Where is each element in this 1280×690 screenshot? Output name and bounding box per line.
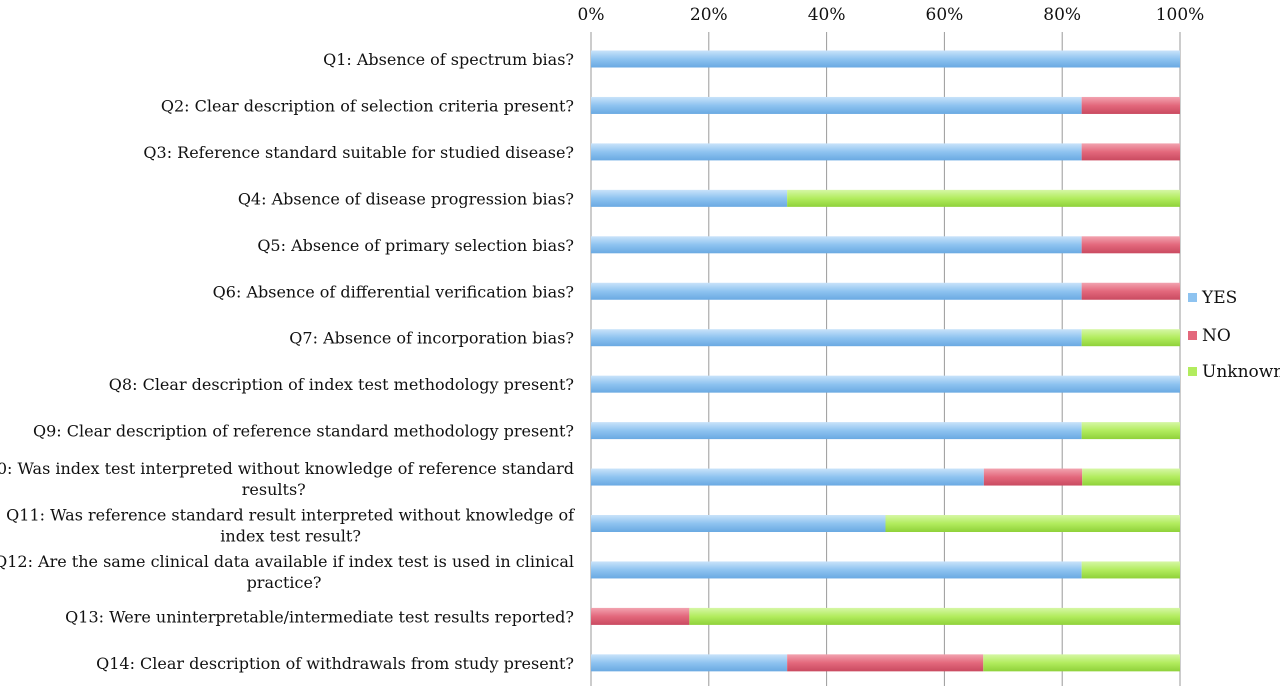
category-label: Q6: Absence of differential verification… xyxy=(213,282,574,301)
category-label: Q8: Clear description of index test meth… xyxy=(109,375,574,394)
bar-yes-1 xyxy=(591,50,1180,68)
x-tick-label: 100% xyxy=(1156,5,1205,25)
gridlines xyxy=(590,32,1181,686)
legend-label-unknown: Unknown xyxy=(1202,362,1280,382)
bar-yes-7 xyxy=(591,329,1082,347)
bar-unknown-10 xyxy=(1082,468,1180,486)
legend: YES NO Unknown xyxy=(1188,288,1280,382)
bar-unknown-7 xyxy=(1081,329,1180,347)
bar-no-10 xyxy=(983,468,1083,486)
bar-unknown-12 xyxy=(1081,561,1180,579)
bars xyxy=(591,50,1180,672)
legend-swatch-unknown xyxy=(1188,367,1197,376)
category-label: Q13: Were uninterpretable/intermediate t… xyxy=(65,607,574,626)
category-label: Q9: Clear description of reference stand… xyxy=(33,422,574,441)
bar-yes-6 xyxy=(591,282,1082,300)
bar-yes-14 xyxy=(591,654,788,672)
bar-yes-3 xyxy=(591,143,1082,161)
category-label: Q1: Absence of spectrum bias? xyxy=(323,50,574,69)
x-axis-ticks: 0% 20% 40% 60% 80% 100% xyxy=(578,5,1205,25)
x-tick-label: 60% xyxy=(926,5,964,25)
category-label: Q4: Absence of disease progression bias? xyxy=(238,189,574,208)
bar-yes-2 xyxy=(591,96,1082,114)
x-tick-label: 80% xyxy=(1043,5,1081,25)
category-label: Q11: Was reference standard result inter… xyxy=(6,506,575,525)
bar-unknown-11 xyxy=(885,515,1180,532)
bar-yes-5 xyxy=(591,236,1082,254)
x-tick-label: 40% xyxy=(808,5,846,25)
category-label: Q10: Was index test interpreted without … xyxy=(0,459,574,478)
bar-no-6 xyxy=(1081,282,1180,300)
bar-unknown-13 xyxy=(689,607,1180,625)
bar-no-14 xyxy=(787,654,984,672)
x-tick-label: 20% xyxy=(690,5,728,25)
bar-yes-9 xyxy=(591,422,1082,440)
bar-yes-4 xyxy=(591,189,788,207)
legend-label-no: NO xyxy=(1202,326,1231,346)
category-label: Q3: Reference standard suitable for stud… xyxy=(143,143,574,162)
bar-unknown-4 xyxy=(787,189,1180,207)
bar-no-2 xyxy=(1081,96,1180,114)
bar-unknown-9 xyxy=(1081,422,1180,440)
x-tick-label: 0% xyxy=(578,5,605,25)
category-labels: Q1: Absence of spectrum bias? Q2: Clear d… xyxy=(0,50,575,673)
bar-unknown-14 xyxy=(983,654,1180,672)
bar-no-3 xyxy=(1081,143,1180,161)
legend-swatch-yes xyxy=(1188,293,1197,302)
category-label: Q2: Clear description of selection crite… xyxy=(161,96,574,115)
bar-no-5 xyxy=(1081,236,1180,254)
category-label-continued: results? xyxy=(242,480,306,499)
category-label: Q12: Are the same clinical data availabl… xyxy=(0,552,574,571)
bar-yes-10 xyxy=(591,468,984,486)
category-label: Q14: Clear description of withdrawals fr… xyxy=(96,654,574,673)
legend-label-yes: YES xyxy=(1201,288,1237,308)
category-label: Q7: Absence of incorporation bias? xyxy=(289,329,574,348)
legend-swatch-no xyxy=(1188,331,1197,340)
category-label-continued: practice? xyxy=(247,573,322,592)
category-label-continued: index test result? xyxy=(220,527,361,546)
bar-no-13 xyxy=(591,607,690,625)
bar-yes-8 xyxy=(591,375,1180,393)
bar-yes-12 xyxy=(591,561,1082,579)
category-label: Q5: Absence of primary selection bias? xyxy=(257,236,574,255)
bar-yes-11 xyxy=(591,515,886,532)
